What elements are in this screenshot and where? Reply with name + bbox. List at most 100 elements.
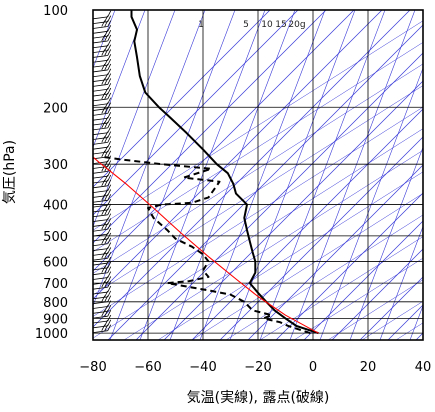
wind-barb	[93, 126, 112, 136]
isotherm-line	[303, 220, 423, 340]
wind-barb-feather	[107, 15, 112, 22]
wind-barb-feather	[107, 83, 112, 90]
wind-barb-feather	[104, 276, 109, 283]
wind-barb-shaft	[93, 45, 108, 49]
y-tick-label: 400	[43, 199, 68, 214]
wind-barb	[93, 305, 112, 314]
wind-barb	[93, 10, 112, 20]
wind-barb-feather	[107, 213, 112, 220]
wind-barb-feather	[104, 15, 109, 22]
wind-barb	[93, 136, 112, 145]
wind-barb-feather	[107, 126, 112, 133]
mixing-ratio-line	[199, 10, 326, 340]
wind-barb	[93, 261, 112, 271]
mixing-ratio-line	[169, 10, 296, 340]
wind-barb-feather	[101, 49, 106, 56]
wind-barb	[93, 252, 112, 261]
wind-barb-shaft	[93, 122, 108, 126]
wind-barb-shaft	[93, 55, 108, 58]
wind-barb-feather	[104, 92, 109, 100]
wind-barb	[93, 227, 112, 237]
wind-barb	[93, 271, 112, 280]
wind-barb	[93, 324, 112, 334]
isotherm-line	[275, 192, 423, 340]
isotherm-line	[93, 10, 411, 328]
y-axis-title: 気圧(hPa)	[2, 140, 18, 204]
wind-barb-shaft	[93, 277, 108, 280]
wind-barb-feather	[107, 203, 112, 211]
x-tick-label: −80	[79, 360, 106, 375]
x-tick-labels: −80 −60 −40 −20 0 20 40	[79, 360, 431, 375]
wind-barb-feather	[107, 198, 112, 206]
wind-barb-feather	[104, 223, 109, 230]
wind-barb-feather	[107, 261, 112, 269]
wind-barb-feather	[107, 20, 112, 27]
wind-barb-feather	[104, 247, 109, 254]
isotherm-line	[331, 248, 423, 340]
wind-barb-feather	[104, 189, 109, 196]
wind-barb-feather	[107, 102, 112, 109]
temperature-line	[130, 10, 319, 335]
mixing-ratio-line	[259, 10, 386, 340]
wind-barb-shaft	[93, 253, 108, 256]
adiabat-line	[259, 236, 423, 340]
wind-barb-feather	[101, 63, 106, 71]
wind-barb-shaft	[93, 117, 108, 121]
wind-barb	[93, 83, 112, 92]
y-tick-label: 800	[43, 296, 68, 311]
wind-barb-feather	[104, 281, 109, 288]
wind-barb-feather	[101, 150, 106, 158]
x-axis-title: 気温(実線), 露点(破線)	[187, 390, 330, 406]
wind-barb	[93, 116, 112, 126]
wind-barb-feather	[107, 116, 112, 124]
wind-barb	[93, 29, 112, 39]
adiabat-line	[93, 106, 423, 317]
wind-barb-shaft	[93, 310, 108, 314]
wind-barb	[93, 314, 112, 324]
wind-barb-feather	[107, 54, 112, 61]
wind-barb-feather	[104, 232, 109, 240]
wind-barb-feather	[104, 310, 109, 317]
wind-barb-feather	[107, 179, 112, 187]
wind-barb	[93, 218, 112, 227]
wind-barb-shaft	[93, 195, 108, 198]
wind-barb-shaft	[93, 238, 108, 242]
wind-barb	[93, 34, 112, 44]
wind-barb-shaft	[93, 103, 108, 107]
wind-barb-shaft	[93, 233, 108, 237]
adiabat-line	[293, 257, 423, 340]
y-tick-label: 900	[43, 312, 68, 327]
wind-barb	[93, 276, 112, 285]
y-tick-label: 200	[43, 101, 68, 116]
wind-barb-shaft	[93, 272, 108, 276]
isotherm-line	[247, 164, 423, 340]
mixing-ratio-line	[93, 10, 146, 149]
adiabat-line	[395, 322, 423, 340]
wind-barb-feather	[104, 107, 109, 114]
wind-barb	[93, 189, 112, 198]
wind-barb-feather	[107, 145, 112, 153]
wind-barb-shaft	[93, 296, 108, 300]
wind-barb	[93, 247, 112, 256]
wind-barb-feather	[107, 256, 112, 264]
wind-barb-shaft	[93, 281, 108, 285]
wind-barb-feather	[101, 237, 106, 244]
wind-barb	[93, 194, 112, 203]
wind-barb-feather	[107, 121, 112, 129]
wind-barb-feather	[107, 34, 112, 42]
wind-barb-feather	[104, 179, 109, 187]
wind-barb-feather	[104, 174, 109, 182]
wind-barb-shaft	[93, 74, 108, 78]
x-tick-label: −40	[189, 360, 216, 375]
dewpoint-line	[103, 156, 311, 335]
mixing-ratio-label: 1	[198, 20, 204, 30]
wind-barb	[93, 121, 112, 131]
wind-barb-feather	[107, 271, 112, 278]
wind-barb-shaft	[93, 180, 108, 184]
wind-barb-feather	[104, 102, 109, 109]
wind-barb	[93, 73, 112, 82]
adiabat-line	[93, 63, 423, 274]
wind-barb-feather	[107, 131, 112, 138]
wind-barb-feather	[101, 281, 106, 288]
reference-lines	[93, 10, 423, 340]
